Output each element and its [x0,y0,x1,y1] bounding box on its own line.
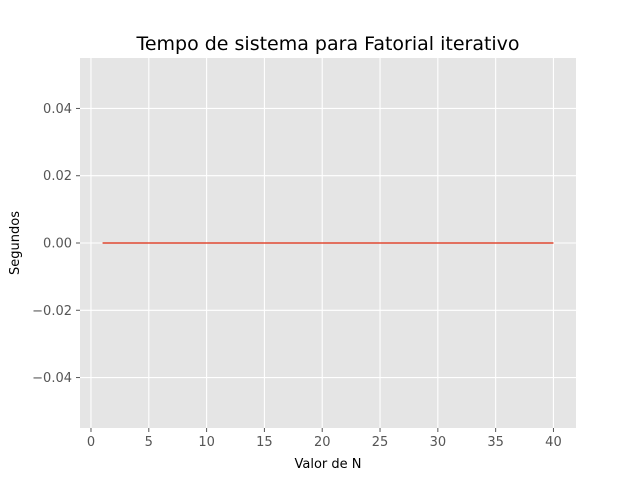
y-tick-label: 0.02 [43,169,72,184]
chart-title: Tempo de sistema para Fatorial iterativo [135,33,519,55]
x-tick-label: 35 [487,435,504,450]
x-tick-label: 15 [256,435,273,450]
y-tick-label: 0.00 [43,237,72,252]
x-tick-label: 30 [430,435,447,450]
y-tick-label: −0.02 [32,304,72,319]
x-tick-label: 0 [87,435,95,450]
x-tick-label: 20 [314,435,331,450]
x-axis-label: Valor de N [295,457,362,472]
x-tick-label: 25 [372,435,389,450]
y-tick-label: 0.04 [43,102,72,117]
axis-ticks: 0 5 10 15 20 25 30 35 40 −0.04 −0.02 0.00 0.02 0.04 [32,102,562,450]
y-axis-label: Segundos [8,211,23,275]
x-tick-label: 5 [145,435,153,450]
y-tick-label: −0.04 [32,371,72,386]
x-tick-label: 40 [545,435,562,450]
x-tick-label: 10 [198,435,215,450]
